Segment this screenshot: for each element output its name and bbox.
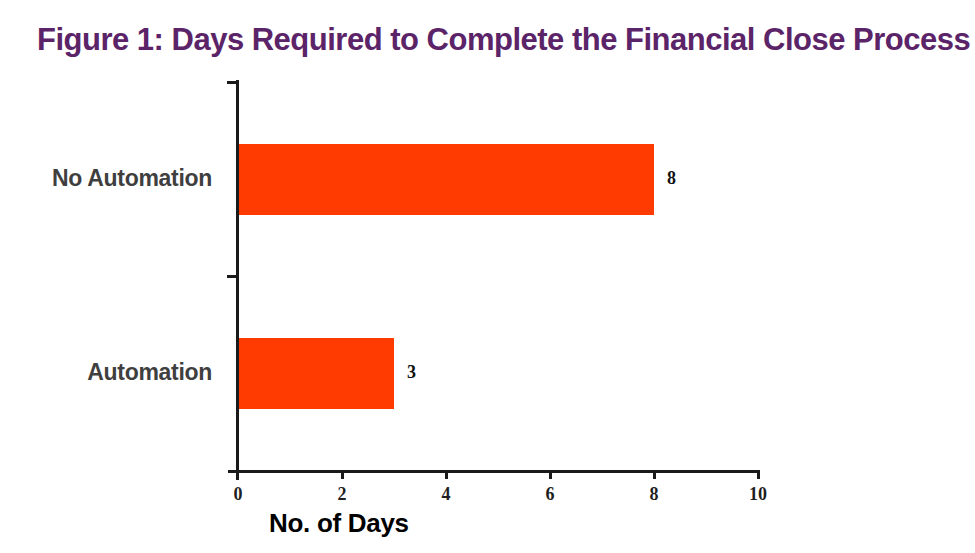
x-axis-tick	[341, 470, 344, 479]
x-axis-tick	[549, 470, 552, 479]
x-tick-label-4: 4	[426, 484, 466, 505]
y-axis-tick	[227, 275, 239, 278]
x-axis-tick	[445, 470, 448, 479]
x-tick-label-10: 10	[738, 484, 778, 505]
figure-title: Figure 1: Days Required to Complete the …	[37, 22, 970, 58]
x-axis-label: No. of Days	[269, 508, 409, 539]
category-label-automation: Automation	[20, 359, 212, 386]
x-axis-line	[228, 470, 760, 473]
figure-1-chart: Figure 1: Days Required to Complete the …	[0, 0, 975, 553]
category-label-no-automation: No Automation	[20, 165, 212, 192]
bar-automation	[239, 338, 394, 409]
x-tick-label-6: 6	[530, 484, 570, 505]
x-axis-tick	[757, 470, 760, 479]
x-tick-label-8: 8	[634, 484, 674, 505]
value-label-automation: 3	[407, 362, 416, 383]
x-tick-label-2: 2	[322, 484, 362, 505]
x-tick-label-0: 0	[218, 484, 258, 505]
y-axis-tick	[227, 81, 239, 84]
bar-no-automation	[239, 144, 654, 215]
y-axis-line	[236, 80, 239, 480]
x-axis-tick	[653, 470, 656, 479]
value-label-no-automation: 8	[667, 168, 676, 189]
